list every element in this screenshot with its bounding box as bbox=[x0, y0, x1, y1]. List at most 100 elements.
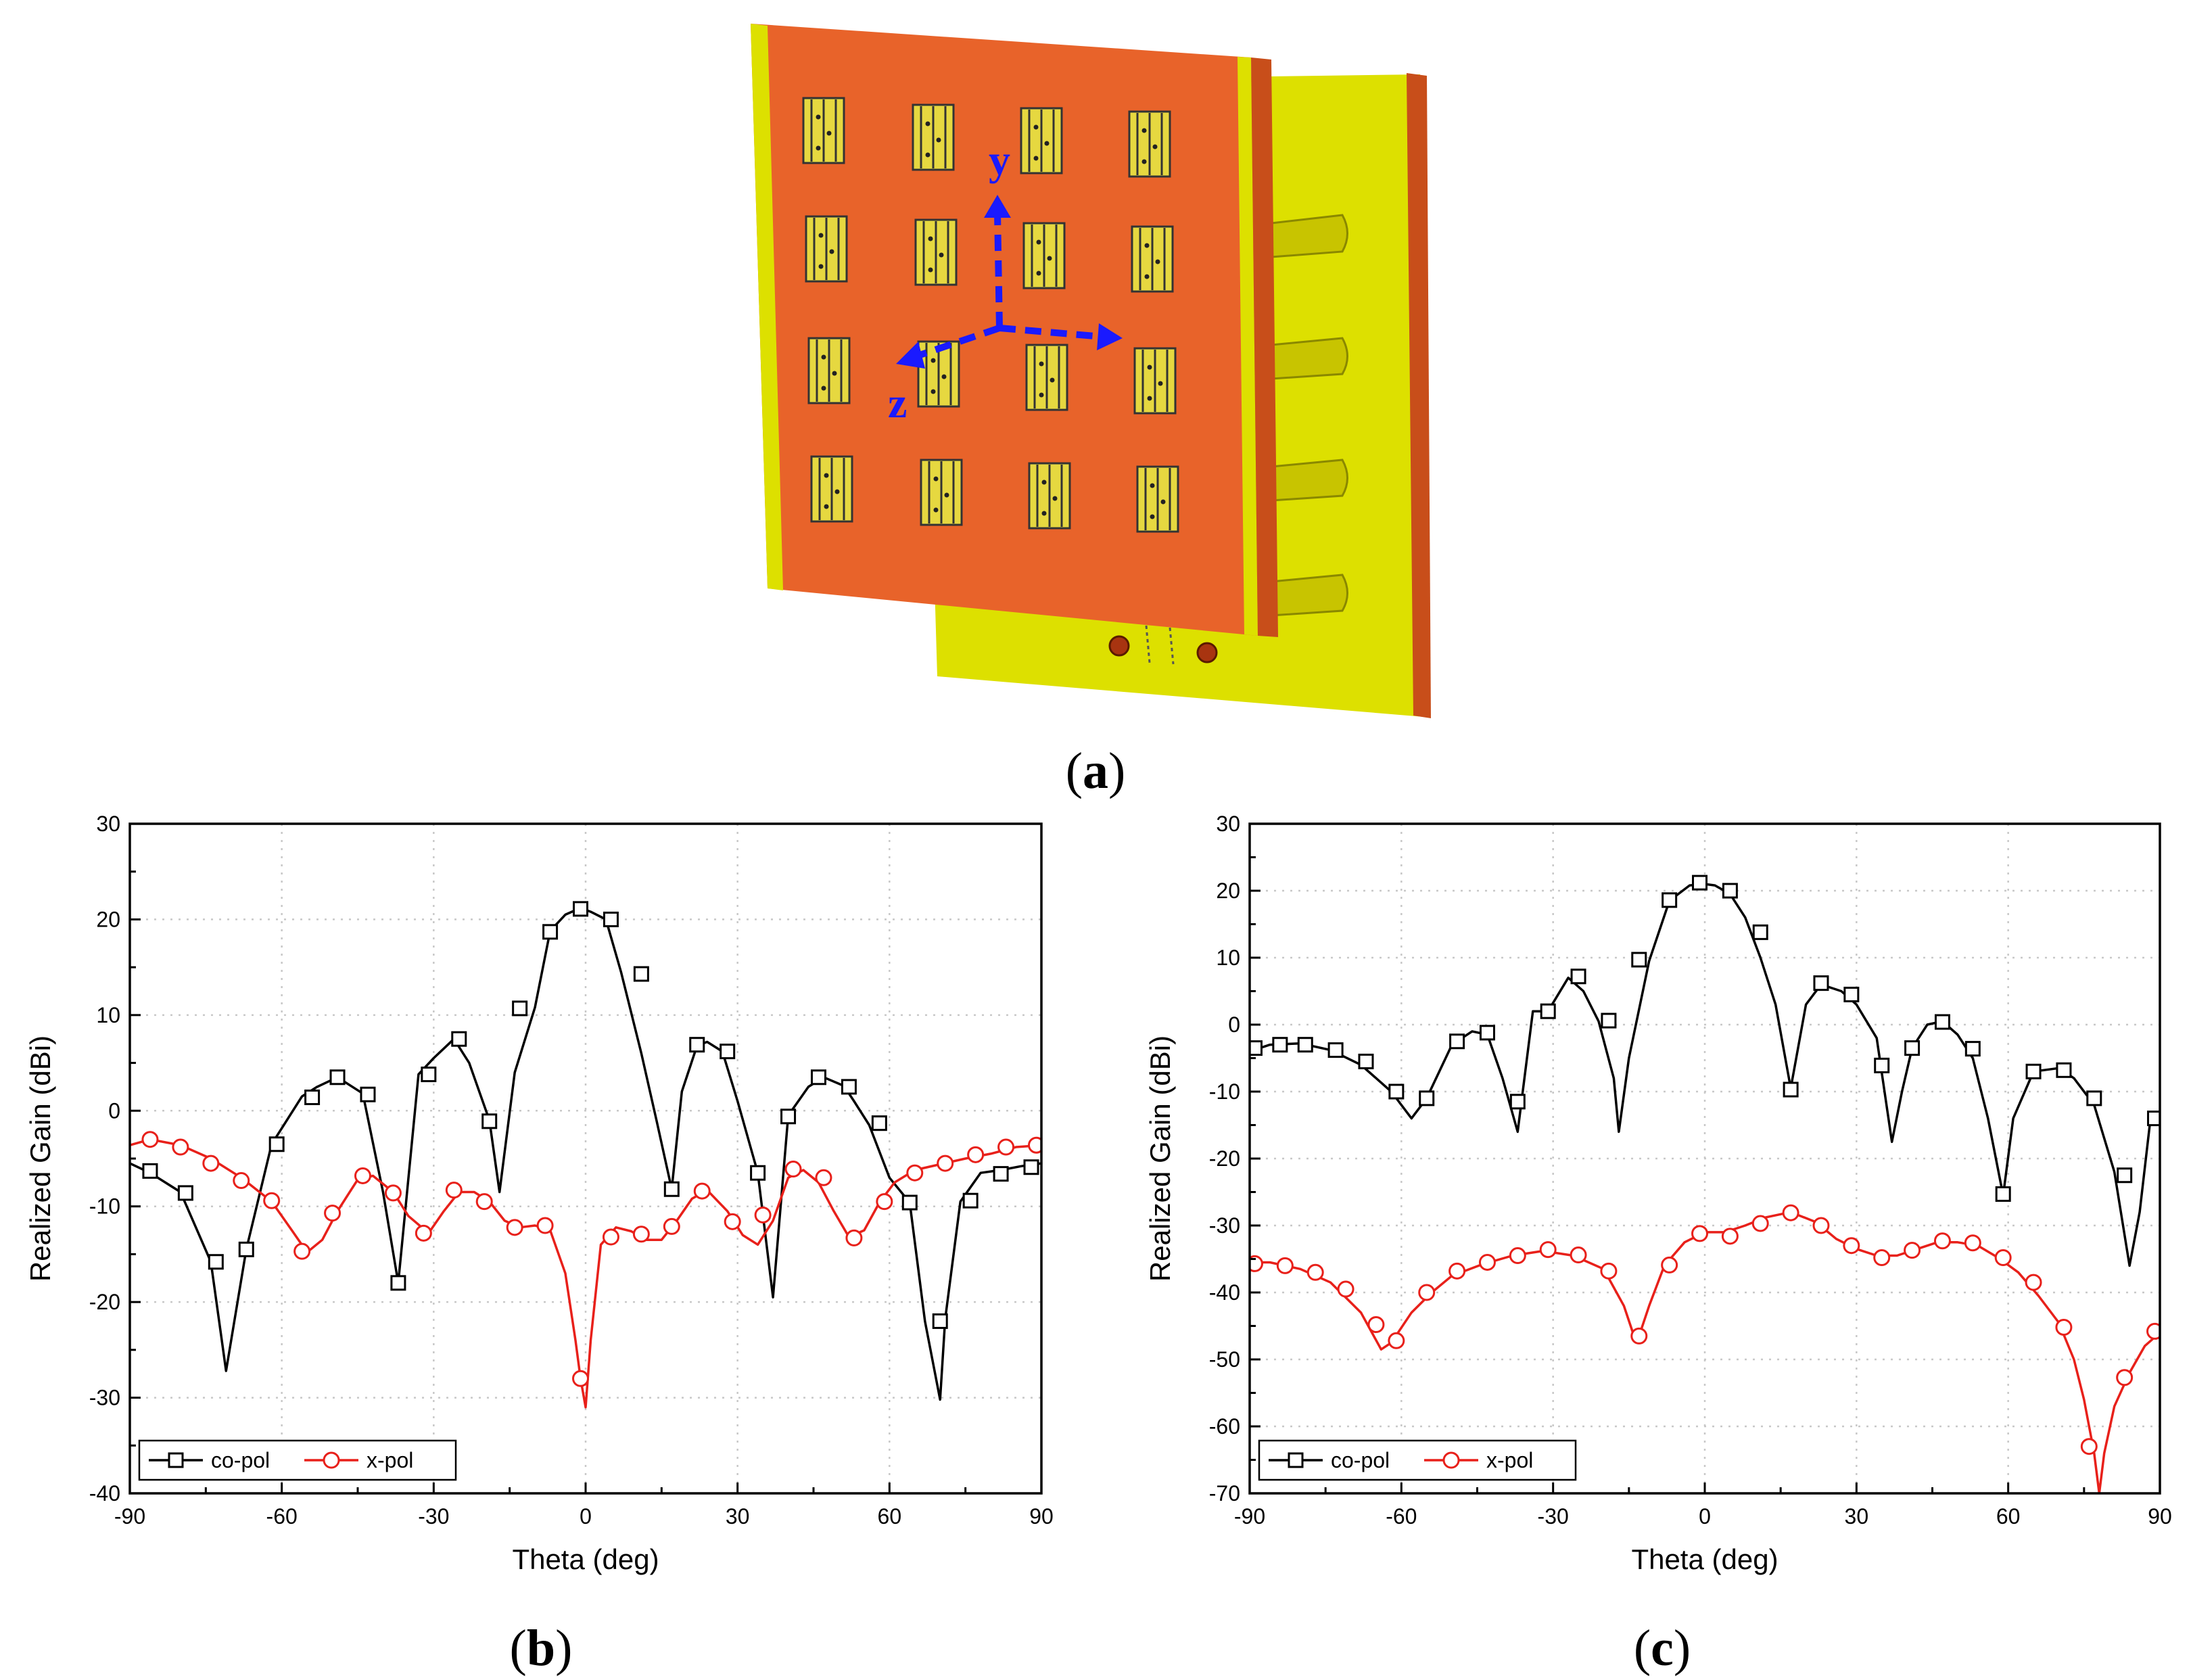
data-point-x-pol bbox=[233, 1172, 250, 1190]
data-point-x-pol bbox=[384, 1184, 402, 1202]
x-tick-label: -90 bbox=[114, 1504, 145, 1529]
data-point-co-pol bbox=[1843, 986, 1860, 1002]
radiating-element bbox=[802, 97, 845, 164]
data-point-co-pol bbox=[633, 966, 649, 982]
data-point-co-pol bbox=[1934, 1014, 1950, 1030]
legend-label-x-pol: x-pol bbox=[367, 1448, 413, 1472]
radiating-element bbox=[1025, 344, 1068, 411]
y-tick-label: 30 bbox=[1216, 812, 1240, 836]
data-point-x-pol bbox=[572, 1370, 590, 1387]
data-point-x-pol bbox=[141, 1131, 159, 1148]
radiating-element bbox=[1136, 465, 1179, 533]
z-axis-arrow bbox=[918, 325, 1001, 358]
data-point-co-pol bbox=[750, 1165, 766, 1181]
x-tick-label: -60 bbox=[266, 1504, 298, 1529]
data-point-x-pol bbox=[1751, 1215, 1769, 1232]
data-point-x-pol bbox=[754, 1206, 772, 1223]
radiating-element bbox=[920, 459, 963, 526]
data-point-x-pol bbox=[724, 1213, 741, 1230]
data-point-x-pol bbox=[1028, 1136, 1041, 1154]
coordinate-axes: y z bbox=[888, 136, 1123, 427]
y-tick-label: 0 bbox=[108, 1098, 120, 1123]
x-tick-label: 90 bbox=[1029, 1504, 1054, 1529]
data-point-x-pol bbox=[1367, 1316, 1385, 1334]
data-point-x-pol bbox=[1661, 1256, 1678, 1274]
x-tick-label: 30 bbox=[1845, 1504, 1869, 1529]
data-point-x-pol bbox=[1843, 1237, 1860, 1255]
y-tick-label: -20 bbox=[89, 1290, 120, 1314]
data-point-co-pol bbox=[1692, 874, 1708, 891]
data-point-x-pol bbox=[354, 1167, 371, 1184]
data-point-co-pol bbox=[2086, 1090, 2102, 1106]
bottom-connectors bbox=[1108, 625, 1218, 665]
data-point-x-pol bbox=[876, 1193, 893, 1211]
data-point-co-pol bbox=[142, 1163, 158, 1179]
caption-c: (c) bbox=[1634, 1620, 1691, 1677]
data-point-x-pol bbox=[906, 1164, 924, 1182]
legend-label-co-pol: co-pol bbox=[1331, 1448, 1390, 1472]
data-point-x-pol bbox=[324, 1205, 341, 1222]
legend-marker-co-pol bbox=[168, 1452, 184, 1468]
z-axis-head bbox=[896, 342, 925, 369]
chart-b: -90 -60 -30 0 30 60 90 -40 -30 -20 -10 0 10 20 30 Theta… bbox=[24, 812, 1054, 1575]
y-tick-label: -70 bbox=[1209, 1481, 1240, 1506]
radiating-element bbox=[807, 337, 851, 404]
data-point-co-pol bbox=[2025, 1063, 2042, 1079]
data-point-x-pol bbox=[202, 1154, 220, 1172]
data-point-x-pol bbox=[815, 1169, 832, 1186]
data-point-co-pol bbox=[329, 1069, 346, 1086]
data-point-x-pol bbox=[1933, 1232, 1951, 1250]
y-tick-label: 10 bbox=[96, 1003, 120, 1027]
chart-c: -90 -60 -30 0 30 60 90 -70 -60 -50 -40 -30 -20 -10 0 10… bbox=[1144, 812, 2172, 1575]
data-point-co-pol bbox=[304, 1089, 321, 1105]
radiating-elements bbox=[802, 97, 1179, 533]
data-point-x-pol bbox=[1812, 1217, 1830, 1234]
data-point-co-pol bbox=[841, 1079, 857, 1095]
data-point-co-pol bbox=[2056, 1062, 2072, 1078]
data-point-co-pol bbox=[573, 901, 589, 917]
data-point-x-pol bbox=[997, 1138, 1015, 1156]
data-point-co-pol bbox=[871, 1115, 887, 1131]
data-point-co-pol bbox=[901, 1194, 918, 1211]
data-point-x-pol bbox=[1539, 1241, 1557, 1259]
data-point-co-pol bbox=[1449, 1033, 1465, 1050]
radiating-element bbox=[805, 215, 848, 283]
data-point-co-pol bbox=[663, 1181, 680, 1197]
data-point-x-pol bbox=[1721, 1228, 1739, 1245]
data-point-co-pol bbox=[689, 1037, 705, 1053]
caption-a: (a) bbox=[1066, 743, 1126, 799]
series-line-co-pol bbox=[1250, 883, 2160, 1267]
legend: co-pol x-pol bbox=[138, 1439, 457, 1481]
data-point-co-pol bbox=[1995, 1186, 2011, 1202]
y-tick-label: -20 bbox=[1209, 1146, 1240, 1171]
data-point-co-pol bbox=[1601, 1012, 1617, 1029]
plot-area bbox=[1250, 874, 2160, 1493]
radiating-element bbox=[1022, 222, 1066, 289]
data-point-x-pol bbox=[1509, 1247, 1526, 1265]
data-point-x-pol bbox=[1337, 1280, 1354, 1298]
y-axis-arrow bbox=[994, 212, 1003, 329]
y-axis-title: Realized Gain (dBi) bbox=[1144, 1035, 1176, 1282]
x-tick-label: 0 bbox=[1699, 1504, 1711, 1529]
data-point-co-pol bbox=[238, 1241, 254, 1257]
radiating-element bbox=[1133, 347, 1177, 415]
data-point-x-pol bbox=[2055, 1318, 2073, 1336]
data-point-x-pol bbox=[2080, 1438, 2098, 1455]
data-point-co-pol bbox=[780, 1109, 797, 1125]
data-point-co-pol bbox=[542, 924, 559, 940]
y-tick-label: -30 bbox=[89, 1386, 120, 1410]
data-point-co-pol bbox=[1023, 1159, 1039, 1175]
plot-area bbox=[130, 901, 1041, 1409]
data-point-x-pol bbox=[2116, 1369, 2134, 1386]
data-point-x-pol bbox=[2025, 1274, 2042, 1291]
x-tick-label: -60 bbox=[1386, 1504, 1417, 1529]
data-point-co-pol bbox=[1250, 1040, 1263, 1056]
radiator-board-side bbox=[1251, 57, 1278, 637]
data-point-co-pol bbox=[1752, 924, 1768, 940]
legend-marker-co-pol bbox=[1288, 1452, 1304, 1468]
data-point-co-pol bbox=[1327, 1042, 1344, 1058]
y-tick-label: 30 bbox=[96, 812, 120, 836]
y-tick-label: 20 bbox=[96, 907, 120, 931]
y-axis-title: Realized Gain (dBi) bbox=[24, 1035, 56, 1282]
